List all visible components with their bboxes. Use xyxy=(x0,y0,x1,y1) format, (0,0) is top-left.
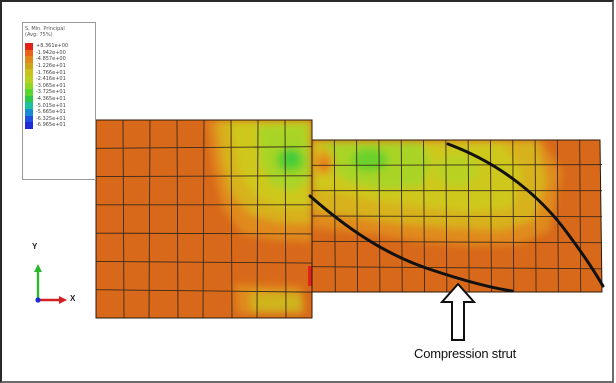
compression-strut-lines xyxy=(308,142,605,293)
legend-value: +8.361e+00 xyxy=(36,43,69,50)
legend-row: -3.065e+01 xyxy=(25,82,93,90)
legend-title: S, Min. Principal xyxy=(25,26,65,32)
legend-row: +8.361e+00 xyxy=(25,43,93,50)
legend-value: -1.226e+01 xyxy=(36,63,66,70)
left-block-contours xyxy=(96,120,312,318)
mesh-line xyxy=(230,119,233,319)
legend-swatch xyxy=(25,43,33,50)
legend-subtitle: (Avg: 75%) xyxy=(25,32,53,38)
legend-row: -1.226e+01 xyxy=(25,62,93,70)
legend-row: -5.665e+01 xyxy=(25,108,93,116)
legend-swatch xyxy=(25,102,33,109)
mesh-line xyxy=(95,146,313,149)
legend-row: -1.942e+00 xyxy=(25,49,93,57)
legend-value: -6.965e+01 xyxy=(36,122,66,129)
axis-triad-icon xyxy=(34,264,67,304)
legend-value: -4.365e+01 xyxy=(36,96,66,103)
legend-value: -2.416e+01 xyxy=(36,76,66,83)
mesh-line xyxy=(148,119,151,319)
legend-value: -4.857e+00 xyxy=(36,56,66,63)
finite-element-mesh xyxy=(95,119,603,319)
legend-value: -5.015e+01 xyxy=(36,102,66,109)
legend-row: -4.857e+00 xyxy=(25,56,93,63)
triad-x-label: X xyxy=(70,294,76,303)
mesh-line xyxy=(122,119,125,319)
legend-value: -5.665e+01 xyxy=(36,109,66,116)
legend-swatch xyxy=(25,95,33,103)
legend-value: -3.725e+01 xyxy=(36,89,66,96)
legend-row: -4.365e+01 xyxy=(25,95,93,103)
mesh-line xyxy=(534,139,537,293)
block-outlines xyxy=(95,119,603,319)
legend-value: -6.325e+01 xyxy=(36,115,66,122)
mesh-line xyxy=(256,119,259,319)
legend-swatch xyxy=(25,69,33,76)
legend-row: -6.965e+01 xyxy=(25,122,93,129)
compression-strut-caption: Compression strut xyxy=(414,346,517,361)
legend-row: -5.015e+01 xyxy=(25,102,93,109)
mesh-line xyxy=(202,119,205,319)
fem-contour-plot xyxy=(34,119,605,341)
mesh-line xyxy=(95,232,313,235)
legend-swatch xyxy=(25,62,33,70)
legend-value: -1.942e+00 xyxy=(36,49,66,56)
legend-row: -2.416e+01 xyxy=(25,75,93,83)
legend-swatch xyxy=(25,56,33,63)
strut-line-upper xyxy=(446,142,605,288)
triad-y-label: Y xyxy=(32,242,38,251)
legend-rows: +8.361e+00 -1.942e+00 -4.857e+00 -1.226e+01… xyxy=(25,43,93,129)
legend-swatch xyxy=(25,82,33,90)
legend-swatch xyxy=(25,49,33,57)
mesh-line xyxy=(512,139,515,293)
mesh-line xyxy=(311,164,603,166)
legend-row: -1.766e+01 xyxy=(25,69,93,76)
legend-row: -3.725e+01 xyxy=(25,89,93,96)
mesh-line xyxy=(311,240,603,244)
legend-swatch xyxy=(25,89,33,96)
legend-value: -1.766e+01 xyxy=(36,69,66,76)
mesh-line xyxy=(95,175,313,178)
legend-swatch xyxy=(25,75,33,83)
mesh-line xyxy=(95,289,313,293)
annotation-arrow-icon xyxy=(439,282,477,341)
mesh-line xyxy=(176,119,179,319)
mesh-line xyxy=(95,260,313,264)
legend-swatch xyxy=(25,122,33,129)
mesh-line xyxy=(579,139,582,293)
legend-swatch xyxy=(25,115,33,123)
legend-value: -3.065e+01 xyxy=(36,82,66,89)
mesh-line xyxy=(556,139,559,293)
mesh-line xyxy=(311,266,603,270)
legend-swatch xyxy=(25,108,33,116)
legend-row: -6.325e+01 xyxy=(25,115,93,123)
contour-legend: S, Min. Principal (Avg: 75%) +8.361e+00-… xyxy=(22,22,96,180)
strut-line-lower xyxy=(308,194,514,293)
mesh-line xyxy=(284,119,287,319)
